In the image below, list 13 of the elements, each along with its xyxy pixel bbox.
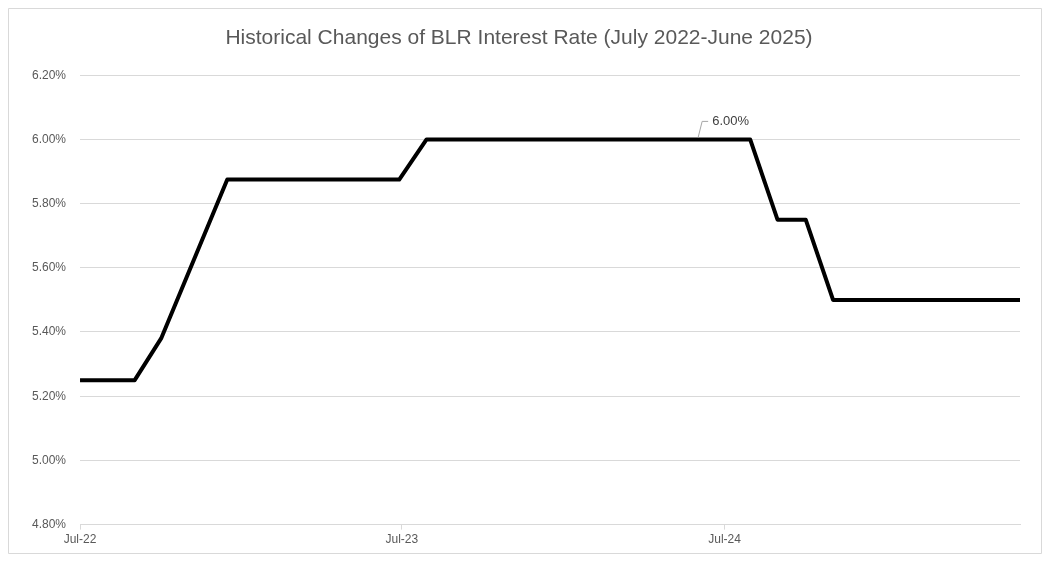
- y-tick-label: 5.20%: [31, 388, 67, 403]
- y-tick-label: 5.00%: [31, 452, 67, 467]
- chart-title: Historical Changes of BLR Interest Rate (July 2022-June 2025): [225, 25, 813, 49]
- y-tick-label: 6.00%: [31, 131, 67, 146]
- y-tick-label: 5.60%: [31, 260, 67, 275]
- x-tick-label: Jul-22: [63, 532, 97, 547]
- x-tick-label: Jul-23: [385, 532, 419, 547]
- y-tick-label: 5.80%: [31, 195, 67, 210]
- y-tick-label: 5.40%: [31, 324, 67, 339]
- y-tick-label: 6.20%: [31, 67, 67, 82]
- y-tick-label: 4.80%: [31, 516, 67, 531]
- annotation: 6.00%: [712, 112, 750, 128]
- x-tick-label: Jul-24: [708, 532, 742, 547]
